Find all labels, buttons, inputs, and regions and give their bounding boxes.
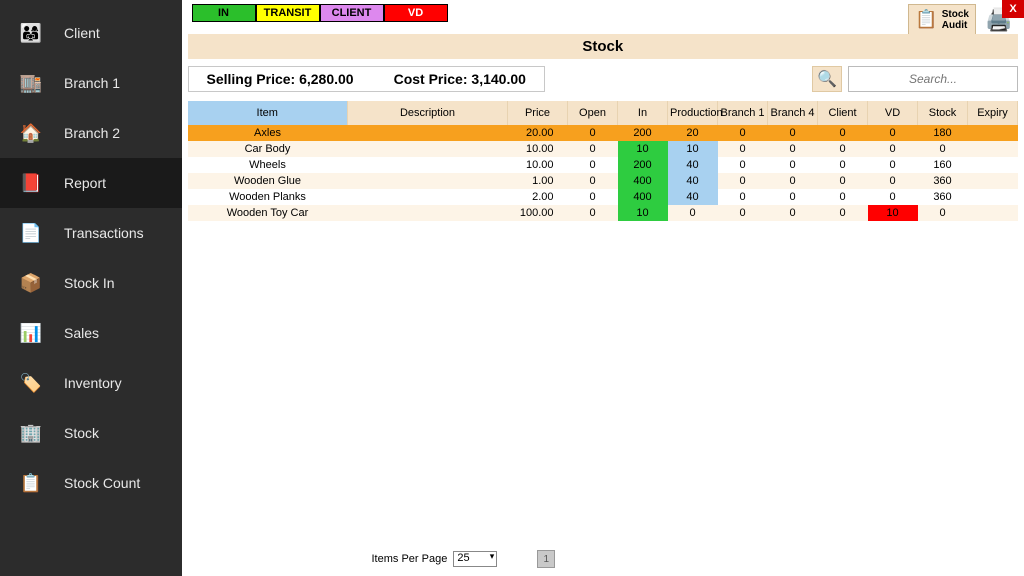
table-row[interactable]: Car Body10.000101000000 [188,141,1018,157]
sidebar-item-client[interactable]: 👨‍👩‍👧 Client [0,8,182,58]
col-branch-1[interactable]: Branch 1 [718,101,768,125]
table-row[interactable]: Wooden Glue1.000400400000360 [188,173,1018,189]
page-title: Stock [188,34,1019,59]
sidebar-item-stock-count[interactable]: 📋 Stock Count [0,458,182,508]
table-row[interactable]: Wooden Toy Car100.000100000100 [188,205,1018,221]
col-price[interactable]: Price [508,101,568,125]
main-area: X INTRANSITCLIENTVD 📋 StockAudit 🖨️ Stoc… [182,0,1024,576]
price-box: Selling Price: 6,280.00 Cost Price: 3,14… [188,66,545,92]
table-row[interactable]: Wheels10.000200400000160 [188,157,1018,173]
sidebar-item-stock[interactable]: 🏢 Stock [0,408,182,458]
col-stock[interactable]: Stock [918,101,968,125]
stock-audit-label: StockAudit [942,9,969,31]
sidebar-item-label: Inventory [64,375,122,391]
sidebar-item-label: Stock In [64,275,115,291]
items-per-page: Items Per Page 25 [372,551,498,567]
selling-price: Selling Price: 6,280.00 [207,71,354,87]
cost-price: Cost Price: 3,140.00 [394,71,526,87]
items-per-page-select[interactable]: 25 [453,551,497,567]
stock-table-wrap: ItemDescriptionPriceOpenInProductionBran… [188,101,1019,221]
preview-button[interactable]: 🔍 [812,66,842,92]
sidebar-item-branch-2[interactable]: 🏠 Branch 2 [0,108,182,158]
sidebar-item-sales[interactable]: 📊 Sales [0,308,182,358]
branch-2-icon: 🏠 [20,122,42,144]
col-production[interactable]: Production [668,101,718,125]
sales-icon: 📊 [20,322,42,344]
sidebar-item-stock-in[interactable]: 📦 Stock In [0,258,182,308]
sidebar-item-transactions[interactable]: 📄 Transactions [0,208,182,258]
sidebar-item-report[interactable]: 📕 Report [0,158,182,208]
sidebar-item-label: Branch 1 [64,75,120,91]
sidebar-item-label: Stock Count [64,475,140,491]
sidebar-item-label: Client [64,25,100,41]
stock-in-icon: 📦 [20,272,42,294]
clipboard-icon: 📋 [915,10,937,30]
col-in[interactable]: In [618,101,668,125]
col-vd[interactable]: VD [868,101,918,125]
status-badge-in: IN [192,4,256,22]
items-per-page-label: Items Per Page [372,553,448,565]
sidebar-item-label: Stock [64,425,99,441]
magnifier-icon: 🔍 [817,69,837,89]
footer: Items Per Page 25 1 [372,550,556,568]
status-badges: INTRANSITCLIENTVD [192,4,448,22]
search-input[interactable] [848,66,1018,92]
status-badge-transit: TRANSIT [256,4,320,22]
sidebar-item-label: Transactions [64,225,144,241]
sidebar: 👨‍👩‍👧 Client 🏬 Branch 1 🏠 Branch 2 📕 Report 📄 Tra… [0,0,182,576]
table-row[interactable]: Wooden Planks2.000400400000360 [188,189,1018,205]
sidebar-item-label: Branch 2 [64,125,120,141]
col-expiry[interactable]: Expiry [968,101,1018,125]
col-item[interactable]: Item [188,101,348,125]
price-row: Selling Price: 6,280.00 Cost Price: 3,14… [188,65,1019,93]
close-button[interactable]: X [1002,0,1024,18]
sidebar-item-branch-1[interactable]: 🏬 Branch 1 [0,58,182,108]
inventory-icon: 🏷️ [20,372,42,394]
stock-count-icon: 📋 [20,472,42,494]
status-badge-client: CLIENT [320,4,384,22]
transactions-icon: 📄 [20,222,42,244]
sidebar-item-label: Report [64,175,106,191]
branch-1-icon: 🏬 [20,72,42,94]
col-open[interactable]: Open [568,101,618,125]
table-row[interactable]: Axles20.000200200000180 [188,125,1018,141]
page-button-1[interactable]: 1 [537,550,555,568]
stock-table: ItemDescriptionPriceOpenInProductionBran… [188,101,1019,221]
sidebar-item-inventory[interactable]: 🏷️ Inventory [0,358,182,408]
status-badge-vd: VD [384,4,448,22]
stock-audit-button[interactable]: 📋 StockAudit [908,4,976,36]
client-icon: 👨‍👩‍👧 [20,22,42,44]
report-icon: 📕 [20,172,42,194]
stock-icon: 🏢 [20,422,42,444]
sidebar-item-label: Sales [64,325,99,341]
col-description[interactable]: Description [348,101,508,125]
col-branch-4[interactable]: Branch 4 [768,101,818,125]
topbar: INTRANSITCLIENTVD 📋 StockAudit 🖨️ [182,0,1024,34]
col-client[interactable]: Client [818,101,868,125]
